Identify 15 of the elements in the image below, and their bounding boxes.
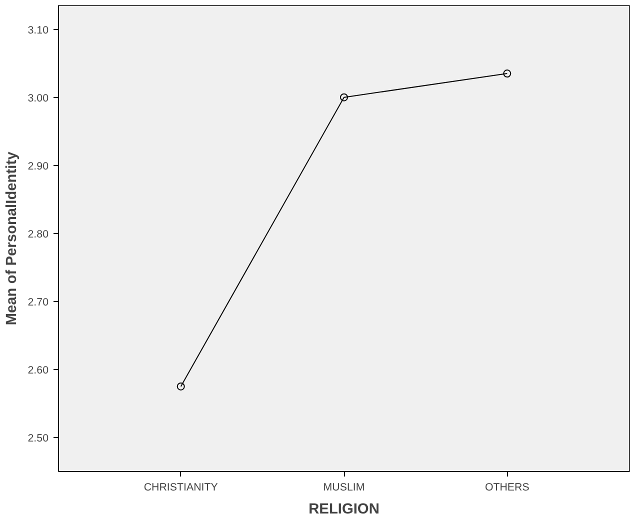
y-axis-title: Mean of PersonalIdentity [4, 150, 20, 326]
y-tick-label: 3.10 [28, 24, 49, 36]
point [340, 93, 348, 102]
x-tick-label: CHRISTIANITY [144, 482, 218, 494]
point [176, 382, 185, 390]
y-tick-label: 2.90 [28, 160, 49, 172]
x-tick-label: OTHERS [484, 482, 530, 494]
point [503, 70, 512, 78]
y-tick-label: 2.60 [28, 364, 49, 376]
x-tick-label: MUSLIM [323, 482, 365, 494]
y-tick-label: 3.00 [28, 92, 49, 104]
y-tick-label: 2.80 [28, 228, 49, 240]
y-tick-label: 2.70 [28, 296, 49, 308]
y-tick-label: 2.50 [28, 432, 49, 444]
x-axis-title: RELIGION [308, 502, 380, 518]
